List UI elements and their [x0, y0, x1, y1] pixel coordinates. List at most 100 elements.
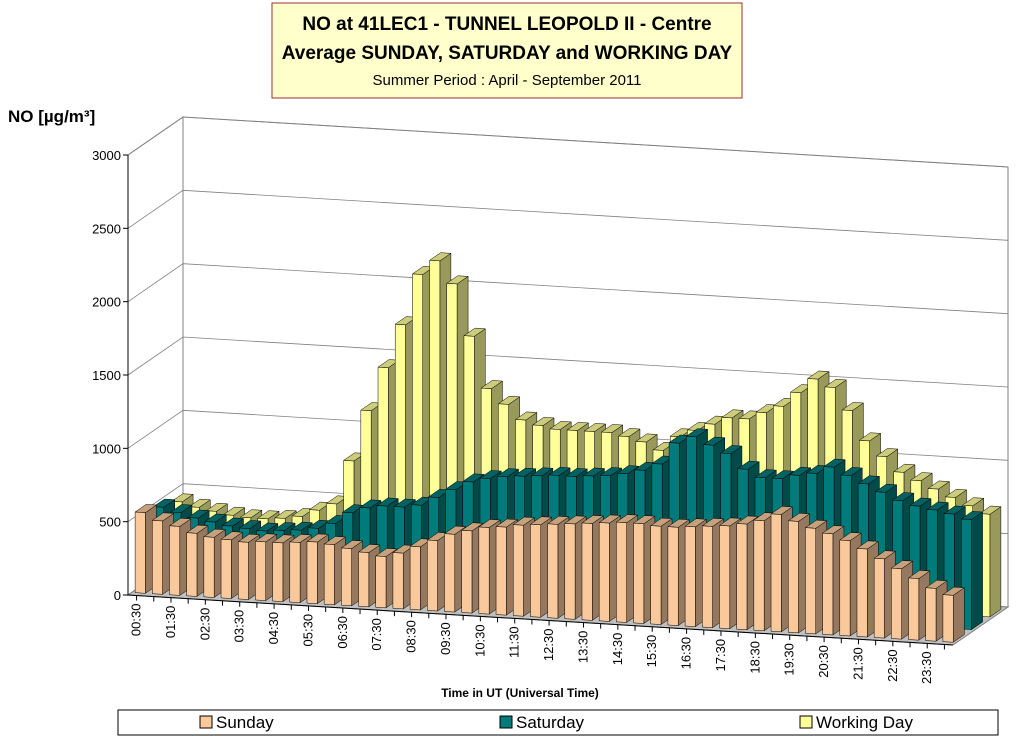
bar — [323, 543, 335, 606]
bar — [581, 522, 593, 621]
x-tick-label: 20:30 — [816, 645, 831, 678]
x-tick-label: 22:30 — [885, 649, 900, 682]
x-tick-label: 01:30 — [163, 606, 178, 639]
y-tick-label: 3000 — [92, 148, 121, 163]
bar — [667, 526, 679, 626]
chart-title: NO at 41LEC1 - TUNNEL LEOPOLD II - Centr… — [302, 14, 711, 35]
y-tick-label: 2500 — [92, 221, 121, 236]
bar — [375, 555, 387, 609]
x-tick-label: 16:30 — [679, 637, 694, 670]
y-axis-label: NO [µg/m³] — [8, 107, 95, 126]
x-tick-label: 04:30 — [266, 612, 281, 645]
x-tick-label: 12:30 — [541, 629, 556, 662]
grid-line — [127, 336, 1009, 388]
legend-label: Saturday — [516, 713, 585, 732]
bar — [134, 511, 146, 594]
bar — [444, 533, 456, 613]
bar — [237, 541, 249, 600]
grid-line — [127, 263, 1009, 315]
bar-side — [952, 587, 965, 643]
legend-label: Working Day — [816, 713, 913, 732]
x-tick-label: 11:30 — [507, 626, 522, 658]
y-tick-label: 1000 — [92, 441, 121, 456]
chart-title: Average SUNDAY, SATURDAY and WORKING DAY — [282, 43, 733, 64]
bar — [633, 522, 645, 624]
chart-subtitle: Summer Period : April - September 2011 — [372, 72, 641, 89]
bar — [564, 523, 576, 620]
x-tick-label: 02:30 — [197, 608, 212, 641]
bar — [289, 541, 301, 603]
x-axis-label: Time in UT (Universal Time) — [441, 686, 599, 700]
y-tick-label: 0 — [114, 588, 121, 603]
bar — [616, 521, 627, 623]
bar — [495, 526, 507, 616]
bar — [272, 542, 284, 602]
x-tick-label: 06:30 — [335, 616, 350, 649]
x-tick-label: 03:30 — [232, 610, 247, 643]
y-tick-label: 1500 — [92, 368, 121, 383]
bar — [719, 525, 731, 629]
bar — [787, 520, 799, 634]
bar — [220, 538, 232, 599]
bar-side — [989, 506, 1002, 618]
grid-line — [127, 116, 1009, 168]
x-axis — [127, 594, 954, 646]
x-tick-label: 18:30 — [747, 641, 762, 674]
bar — [306, 541, 318, 604]
legend-swatch — [199, 715, 213, 729]
bar — [873, 558, 885, 639]
bar — [169, 525, 181, 596]
bar — [650, 525, 662, 625]
x-tick-label: 05:30 — [300, 614, 315, 647]
x-tick-label: 13:30 — [575, 631, 590, 664]
bar — [427, 539, 438, 612]
bar — [255, 541, 266, 601]
bar-side — [971, 511, 983, 631]
x-tick-label: 21:30 — [850, 647, 865, 680]
x-tick-label: 23:30 — [919, 651, 934, 684]
bar — [152, 520, 163, 595]
bar — [409, 546, 421, 611]
bar — [186, 532, 198, 597]
bar — [908, 577, 920, 641]
bar — [512, 524, 524, 617]
legend-swatch — [499, 715, 513, 729]
x-tick-label: 17:30 — [713, 639, 728, 672]
grid-line — [127, 189, 1009, 241]
bar — [805, 527, 816, 635]
bar — [822, 532, 834, 636]
bar — [891, 567, 902, 640]
title-box — [271, 2, 743, 99]
bar — [358, 551, 370, 608]
bar — [925, 587, 937, 642]
x-tick-label: 08:30 — [404, 620, 419, 653]
x-tick-label: 07:30 — [369, 618, 384, 651]
bar — [684, 526, 696, 627]
y-tick-label: 2000 — [92, 295, 121, 310]
legend-swatch — [799, 715, 813, 729]
bar — [770, 513, 782, 633]
x-tick-label: 15:30 — [644, 635, 659, 668]
bar — [839, 539, 851, 637]
x-tick-label: 00:30 — [129, 604, 144, 637]
x-tick-label: 14:30 — [610, 633, 625, 666]
bar — [392, 552, 404, 610]
bar — [478, 526, 490, 615]
bar — [942, 594, 954, 643]
bar — [341, 547, 352, 607]
bar — [736, 523, 748, 631]
bar — [856, 548, 868, 638]
bar — [461, 530, 473, 614]
bar — [203, 536, 215, 598]
legend-label: Sunday — [216, 713, 274, 732]
x-tick-label: 19:30 — [782, 643, 797, 676]
bar — [598, 522, 610, 622]
x-tick-label: 10:30 — [472, 624, 487, 657]
legend-box — [117, 709, 999, 736]
bar — [547, 523, 559, 619]
bar — [702, 525, 713, 628]
y-tick-label: 500 — [99, 515, 121, 530]
bar — [753, 519, 765, 632]
bar — [530, 523, 541, 618]
